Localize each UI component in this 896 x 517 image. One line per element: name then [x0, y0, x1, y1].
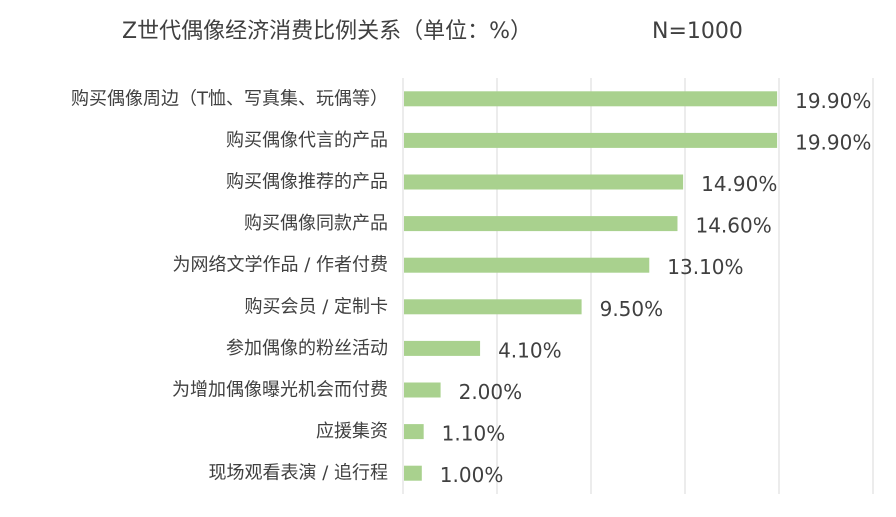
data-label: 19.90% [795, 130, 871, 154]
bar [404, 174, 684, 190]
data-labels: 19.90% 19.90% 14.90% 14.60% 13.10%9.50% 4.10%… [440, 89, 872, 487]
data-label: 4.10% [498, 338, 562, 362]
bar [404, 216, 678, 232]
category-label: 参加偶像的粉丝活动 [226, 338, 388, 359]
bar [404, 257, 650, 273]
category-label: 购买偶像周边（T恤、写真集、玩偶等） [71, 88, 388, 109]
chart-title: Z世代偶像经济消费比例关系（单位：%） [122, 19, 532, 44]
bar [404, 91, 778, 107]
data-label: 1.10% [442, 422, 506, 446]
data-label: 13.10% [667, 255, 743, 279]
data-label: 9.50% [600, 297, 664, 321]
category-label: 购买会员 / 定制卡 [244, 296, 388, 317]
bars [404, 91, 778, 481]
bar [404, 465, 422, 481]
bar [404, 382, 441, 398]
data-label: 1.00% [440, 463, 504, 487]
bar [404, 424, 424, 440]
data-label: 2.00% [459, 380, 523, 404]
bar [404, 299, 582, 315]
category-label: 购买偶像同款产品 [244, 213, 388, 234]
bar [404, 340, 481, 356]
bar [404, 132, 778, 148]
data-label: 19.90% [795, 89, 871, 113]
category-label: 为增加偶像曝光机会而付费 [172, 380, 388, 401]
category-label: 现场观看表演 / 追行程 [208, 463, 388, 484]
category-labels: 购买偶像周边（T恤、写真集、玩偶等） 购买偶像代言的产品购买偶像推荐的产品购买偶像… [71, 88, 388, 483]
category-label: 为网络文学作品 / 作者付费 [172, 255, 388, 276]
chart-subtitle: N=1000 [652, 19, 743, 44]
data-label: 14.90% [701, 172, 777, 196]
category-label: 应援集资 [316, 421, 388, 442]
category-label: 购买偶像代言的产品 [226, 130, 388, 151]
category-label: 购买偶像推荐的产品 [226, 172, 388, 193]
data-label: 14.60% [695, 214, 771, 238]
